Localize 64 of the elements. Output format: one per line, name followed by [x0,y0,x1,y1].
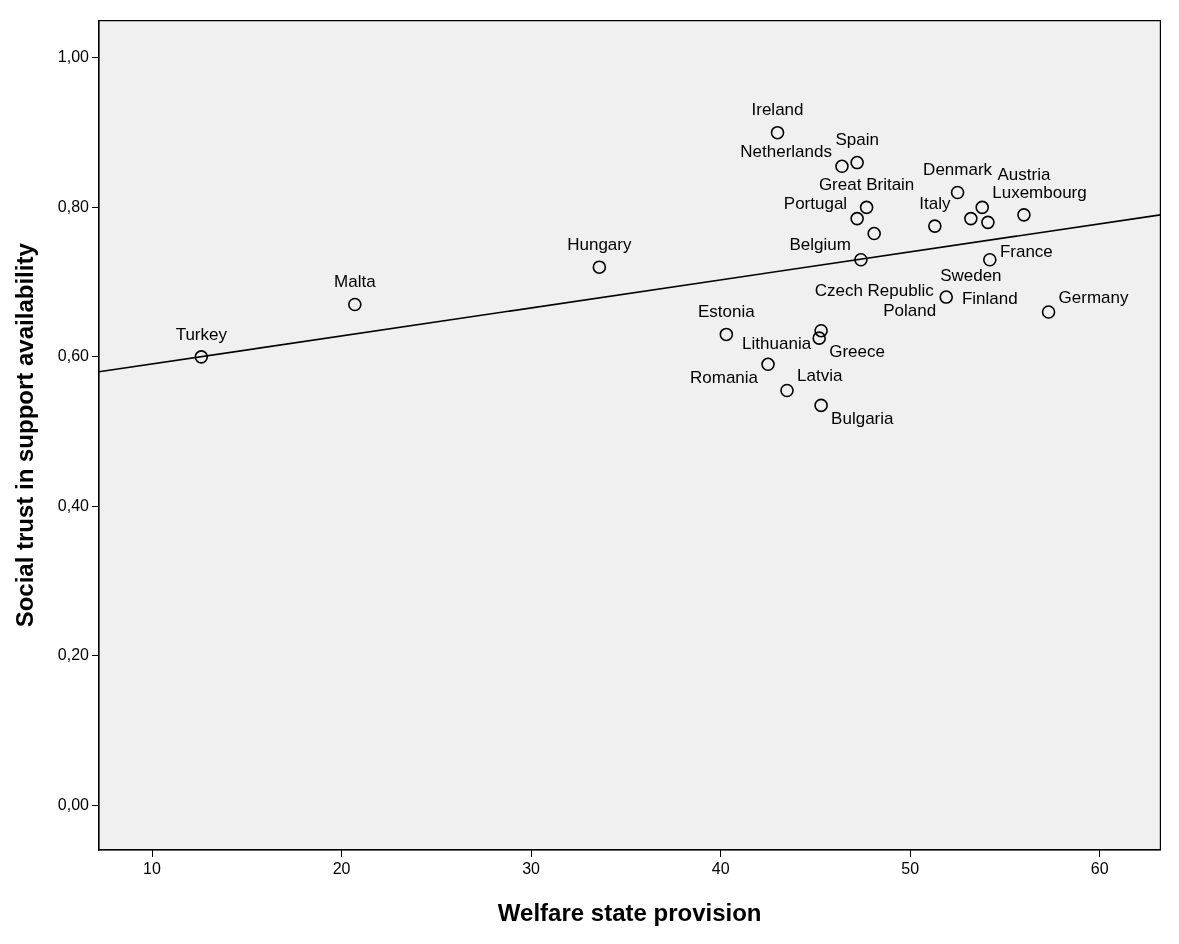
annotation: Poland [883,300,937,320]
point [950,185,965,200]
annotation: Czech Republic [814,281,935,301]
annotation: Portugal [783,194,848,214]
y-tick-label: 1,00 [57,48,90,66]
annotation: Ireland [751,100,804,120]
point [981,215,995,230]
y-tick-label: 0,60 [57,347,90,365]
annotation: Belgium [789,235,851,255]
annotation: Great Britain [818,175,915,195]
annotation: Lithuania [742,334,812,354]
point [814,323,828,338]
x-tick-label: 10 [143,860,162,878]
point [850,211,864,226]
annotation: France [999,242,1053,262]
y-axis-title: Social trust in support availability [11,242,39,628]
annotation: Greece [829,341,885,361]
x-tick-label: 60 [1090,860,1109,878]
point [928,219,942,233]
annotation: Bulgaria [831,409,895,429]
point [814,398,828,413]
x-tick-label: 20 [332,860,351,878]
point [780,383,794,398]
annotation: Romania [690,368,759,387]
point [975,200,990,215]
y-tick-label: 0,00 [57,795,90,813]
annotation: Sweden [940,266,1002,286]
annotation: Austria [997,164,1051,184]
annotation: Hungary [567,234,632,254]
point [983,252,997,267]
point [592,260,607,274]
point [812,331,827,345]
point [1041,305,1056,319]
point [867,226,881,241]
point [854,252,868,267]
y-tick-label: 0,20 [57,646,90,664]
annotation: Turkey [175,324,228,344]
annotation: Luxembourg [992,183,1087,203]
point [850,155,864,170]
x-axis-title: Welfare state provision [497,899,762,927]
point [348,297,362,312]
point [770,125,785,140]
annotation: Spain [835,130,879,150]
y-tick-label: 0,40 [57,496,90,514]
annotation: Denmark [923,160,993,180]
annotation: Finland [961,289,1018,309]
annotation: Latvia [796,366,843,386]
point [1017,208,1031,222]
point [194,350,209,364]
x-tick-label: 30 [522,860,541,878]
annotation: Malta [334,272,377,292]
point [835,159,849,174]
annotation: Italy [919,193,951,213]
x-tick-label: 50 [901,860,920,878]
y-tick-label: 0,80 [57,197,90,215]
annotation: Estonia [697,302,756,322]
point [761,357,775,372]
annotation: Netherlands [740,141,832,161]
annotation: Germany [1058,287,1129,307]
point [939,290,954,304]
point [859,200,874,215]
point [964,211,978,226]
x-tick-label: 40 [711,860,730,878]
point [719,327,734,342]
